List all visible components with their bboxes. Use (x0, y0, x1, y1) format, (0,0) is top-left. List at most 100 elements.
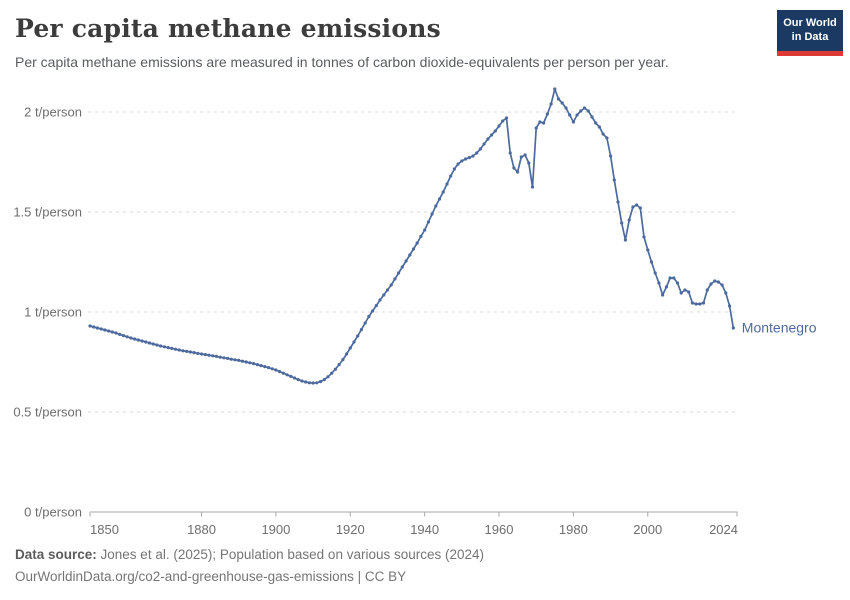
data-point[interactable] (701, 301, 706, 305)
data-point[interactable] (322, 378, 326, 382)
data-point[interactable] (114, 331, 118, 335)
data-point[interactable] (196, 351, 200, 355)
data-point[interactable] (404, 259, 408, 263)
data-point[interactable] (426, 220, 430, 224)
data-point[interactable] (326, 375, 330, 379)
data-point[interactable] (698, 302, 702, 306)
data-point[interactable] (456, 162, 460, 166)
data-point[interactable] (315, 381, 319, 385)
data-point[interactable] (441, 190, 445, 194)
data-point[interactable] (672, 276, 676, 280)
data-point[interactable] (263, 365, 267, 369)
data-point[interactable] (166, 346, 170, 350)
data-point[interactable] (530, 185, 535, 189)
data-point[interactable] (237, 358, 241, 362)
data-point[interactable] (564, 106, 568, 110)
data-point[interactable] (664, 285, 669, 289)
data-point[interactable] (690, 301, 695, 305)
data-point[interactable] (296, 378, 300, 382)
data-point[interactable] (490, 133, 494, 137)
data-point[interactable] (151, 342, 155, 346)
data-point[interactable] (200, 352, 204, 356)
data-point[interactable] (731, 326, 735, 330)
data-point[interactable] (467, 156, 471, 160)
data-point[interactable] (542, 121, 546, 125)
data-point[interactable] (107, 329, 111, 333)
data-point[interactable] (653, 271, 657, 275)
data-point[interactable] (601, 132, 605, 136)
data-point[interactable] (99, 327, 103, 331)
data-point[interactable] (147, 341, 152, 345)
data-point[interactable] (177, 348, 181, 352)
data-point[interactable] (464, 157, 468, 161)
data-point[interactable] (385, 288, 390, 292)
data-point[interactable] (471, 154, 475, 158)
footer-url[interactable]: OurWorldinData.org/co2-and-greenhouse-ga… (15, 569, 407, 584)
data-point[interactable] (482, 142, 486, 146)
data-point[interactable] (259, 364, 263, 368)
data-point[interactable] (460, 159, 464, 163)
data-point[interactable] (140, 339, 144, 343)
data-point[interactable] (233, 358, 237, 362)
data-point[interactable] (181, 349, 185, 353)
data-point[interactable] (400, 265, 404, 269)
data-point[interactable] (661, 293, 665, 297)
owid-logo[interactable]: Our World in Data (777, 10, 843, 56)
data-point[interactable] (627, 218, 631, 222)
data-point[interactable] (527, 161, 531, 165)
data-point[interactable] (728, 304, 732, 308)
data-point[interactable] (185, 349, 189, 353)
data-point[interactable] (724, 291, 728, 295)
data-point[interactable] (255, 363, 259, 367)
data-point[interactable] (393, 277, 397, 281)
data-point[interactable] (270, 367, 274, 371)
data-point[interactable] (341, 358, 345, 362)
data-point[interactable] (345, 352, 349, 356)
data-point[interactable] (207, 353, 211, 357)
data-point[interactable] (720, 283, 724, 287)
data-point[interactable] (534, 126, 538, 130)
data-point[interactable] (144, 340, 148, 344)
data-point[interactable] (188, 350, 192, 354)
data-point[interactable] (560, 101, 564, 105)
data-point[interactable] (705, 288, 709, 292)
data-point[interactable] (683, 288, 687, 292)
data-point[interactable] (192, 351, 196, 355)
data-point[interactable] (501, 119, 505, 123)
data-point[interactable] (679, 291, 683, 295)
data-point[interactable] (638, 206, 642, 210)
data-point[interactable] (244, 360, 248, 364)
data-point[interactable] (218, 355, 222, 359)
data-point[interactable] (668, 276, 672, 280)
data-point[interactable] (121, 334, 126, 338)
data-point[interactable] (504, 116, 509, 120)
data-point[interactable] (311, 381, 315, 385)
data-point[interactable] (642, 235, 646, 239)
data-point[interactable] (304, 380, 308, 384)
data-point[interactable] (214, 354, 218, 358)
data-point[interactable] (285, 373, 289, 377)
data-point[interactable] (88, 324, 92, 328)
data-point[interactable] (266, 366, 271, 370)
data-point[interactable] (222, 356, 226, 360)
data-point[interactable] (649, 260, 654, 264)
data-point[interactable] (430, 212, 434, 216)
data-point[interactable] (103, 328, 107, 332)
data-point[interactable] (356, 334, 360, 338)
data-point[interactable] (568, 113, 572, 117)
data-point[interactable] (516, 170, 520, 174)
data-point[interactable] (687, 290, 691, 294)
data-point[interactable] (110, 330, 114, 334)
data-point[interactable] (389, 283, 393, 287)
data-point[interactable] (597, 125, 602, 129)
data-point[interactable] (545, 112, 550, 116)
data-point[interactable] (419, 234, 423, 238)
data-point[interactable] (371, 309, 375, 313)
data-point[interactable] (594, 121, 598, 125)
data-point[interactable] (631, 205, 635, 209)
data-point[interactable] (616, 200, 620, 204)
data-point[interactable] (95, 326, 99, 330)
data-point[interactable] (300, 379, 304, 383)
data-point[interactable] (278, 370, 282, 374)
